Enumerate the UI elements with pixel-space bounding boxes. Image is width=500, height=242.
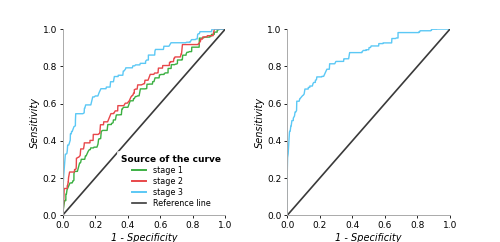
X-axis label: 1 - Specificity: 1 - Specificity xyxy=(336,233,402,242)
Y-axis label: Sensitivity: Sensitivity xyxy=(254,97,264,148)
Y-axis label: Sensitivity: Sensitivity xyxy=(30,97,40,148)
Legend: stage 1, stage 2, stage 3, Reference line: stage 1, stage 2, stage 3, Reference lin… xyxy=(118,151,226,212)
X-axis label: 1 - Specificity: 1 - Specificity xyxy=(110,233,177,242)
